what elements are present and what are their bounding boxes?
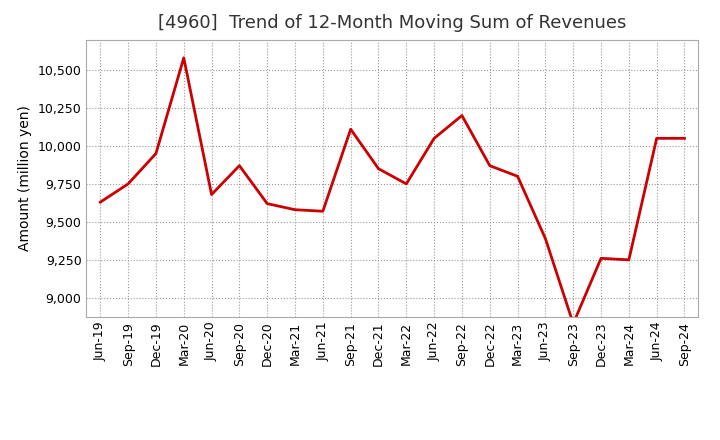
Title: [4960]  Trend of 12-Month Moving Sum of Revenues: [4960] Trend of 12-Month Moving Sum of R…	[158, 15, 626, 33]
Y-axis label: Amount (million yen): Amount (million yen)	[18, 105, 32, 251]
